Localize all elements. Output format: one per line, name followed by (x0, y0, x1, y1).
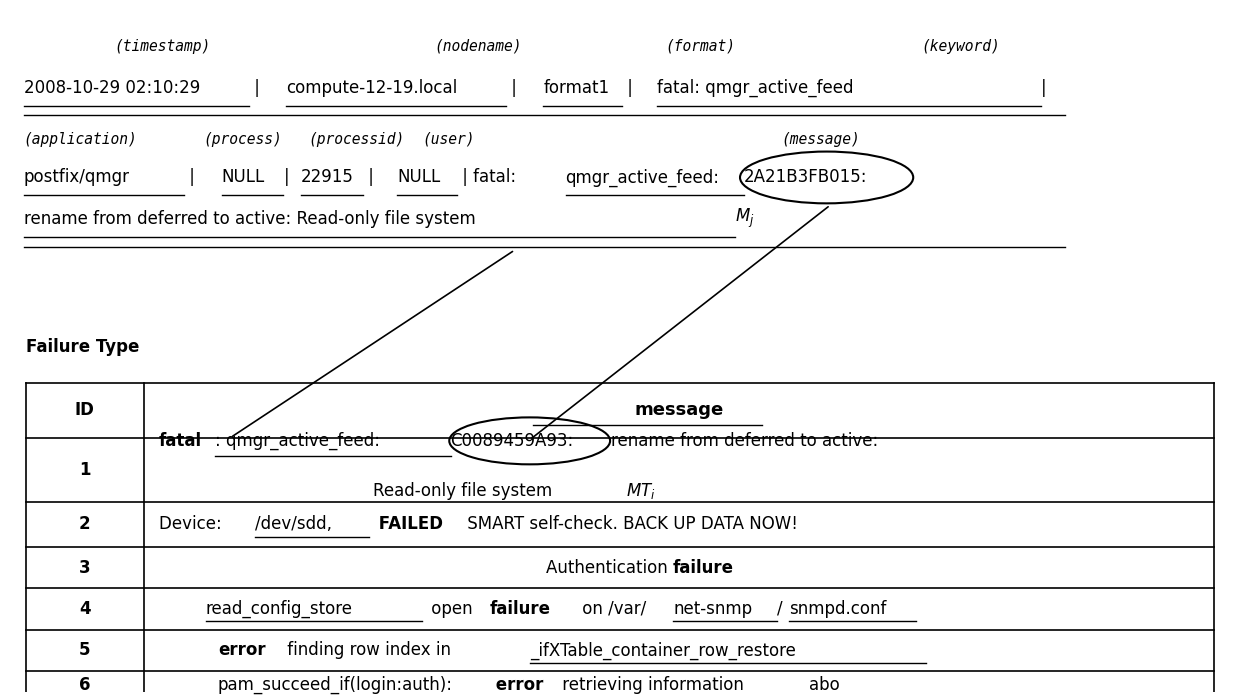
Text: $MT_i$: $MT_i$ (626, 480, 656, 500)
Text: rename from deferred to active: Read-only file system: rename from deferred to active: Read-onl… (24, 210, 475, 228)
Text: net-snmp: net-snmp (673, 600, 753, 618)
Text: |: | (362, 169, 378, 187)
Text: | fatal:: | fatal: (456, 169, 521, 187)
Text: $M_j$: $M_j$ (735, 207, 755, 231)
Text: (timestamp): (timestamp) (114, 39, 211, 54)
Text: abo: abo (810, 676, 839, 694)
Text: compute-12-19.local: compute-12-19.local (286, 79, 458, 97)
Text: 3: 3 (79, 558, 91, 576)
Text: (format): (format) (666, 39, 735, 54)
Text: snmpd.conf: snmpd.conf (790, 600, 887, 618)
Text: 2A21B3FB015:: 2A21B3FB015: (744, 169, 867, 187)
Text: FAILED: FAILED (372, 515, 443, 533)
Text: |: | (284, 169, 289, 187)
Text: 2: 2 (79, 515, 91, 533)
Text: 5: 5 (79, 641, 91, 659)
Text: message: message (634, 401, 723, 419)
Text: read_config_store: read_config_store (206, 600, 352, 618)
Text: Failure Type: Failure Type (26, 337, 140, 355)
Text: 1: 1 (79, 461, 91, 479)
Text: (message): (message) (781, 132, 859, 147)
Text: error: error (490, 676, 543, 694)
Text: fatal: qmgr_active_feed: fatal: qmgr_active_feed (657, 79, 853, 97)
Text: postfix/qmgr: postfix/qmgr (24, 169, 130, 187)
Text: Read-only file system: Read-only file system (372, 482, 552, 500)
Text: 4: 4 (79, 600, 91, 618)
Text: |: | (622, 79, 639, 97)
Text: (process): (process) (203, 132, 281, 147)
Text: NULL: NULL (222, 169, 265, 187)
Text: on /var/: on /var/ (577, 600, 646, 618)
Text: |: | (185, 169, 201, 187)
Text: _ifXTable_container_row_restore: _ifXTable_container_row_restore (529, 641, 796, 659)
Text: open: open (425, 600, 477, 618)
Text: Authentication: Authentication (546, 558, 672, 576)
Text: 2008-10-29 02:10:29: 2008-10-29 02:10:29 (24, 79, 200, 97)
Text: (nodename): (nodename) (434, 39, 522, 54)
Text: qmgr_active_feed:: qmgr_active_feed: (565, 168, 719, 187)
Text: ID: ID (74, 401, 94, 419)
Text: : qmgr_active_feed:: : qmgr_active_feed: (216, 431, 381, 450)
Text: /dev/sdd,: /dev/sdd, (255, 515, 332, 533)
Text: |: | (506, 79, 522, 97)
Text: failure: failure (490, 600, 551, 618)
Text: 6: 6 (79, 676, 91, 694)
Text: retrieving information: retrieving information (557, 676, 749, 694)
Text: format1: format1 (543, 79, 609, 97)
Text: rename from deferred to active:: rename from deferred to active: (611, 432, 879, 450)
Text: |: | (249, 79, 265, 97)
Text: |: | (1040, 79, 1047, 97)
Text: /: / (777, 600, 782, 618)
Text: pam_succeed_if(login:auth):: pam_succeed_if(login:auth): (218, 676, 453, 694)
Text: Device:: Device: (159, 515, 227, 533)
Text: (application): (application) (24, 132, 138, 147)
Text: C0089459A93:: C0089459A93: (450, 432, 574, 450)
Text: NULL: NULL (397, 169, 440, 187)
Text: 22915: 22915 (301, 169, 353, 187)
Text: finding row index in: finding row index in (283, 641, 456, 659)
Text: fatal: fatal (159, 432, 202, 450)
Text: (user): (user) (422, 132, 475, 147)
Text: failure: failure (672, 558, 734, 576)
Text: (keyword): (keyword) (921, 39, 999, 54)
Text: error: error (218, 641, 265, 659)
Text: SMART self-check. BACK UP DATA NOW!: SMART self-check. BACK UP DATA NOW! (461, 515, 797, 533)
Text: (processid): (processid) (309, 132, 404, 147)
